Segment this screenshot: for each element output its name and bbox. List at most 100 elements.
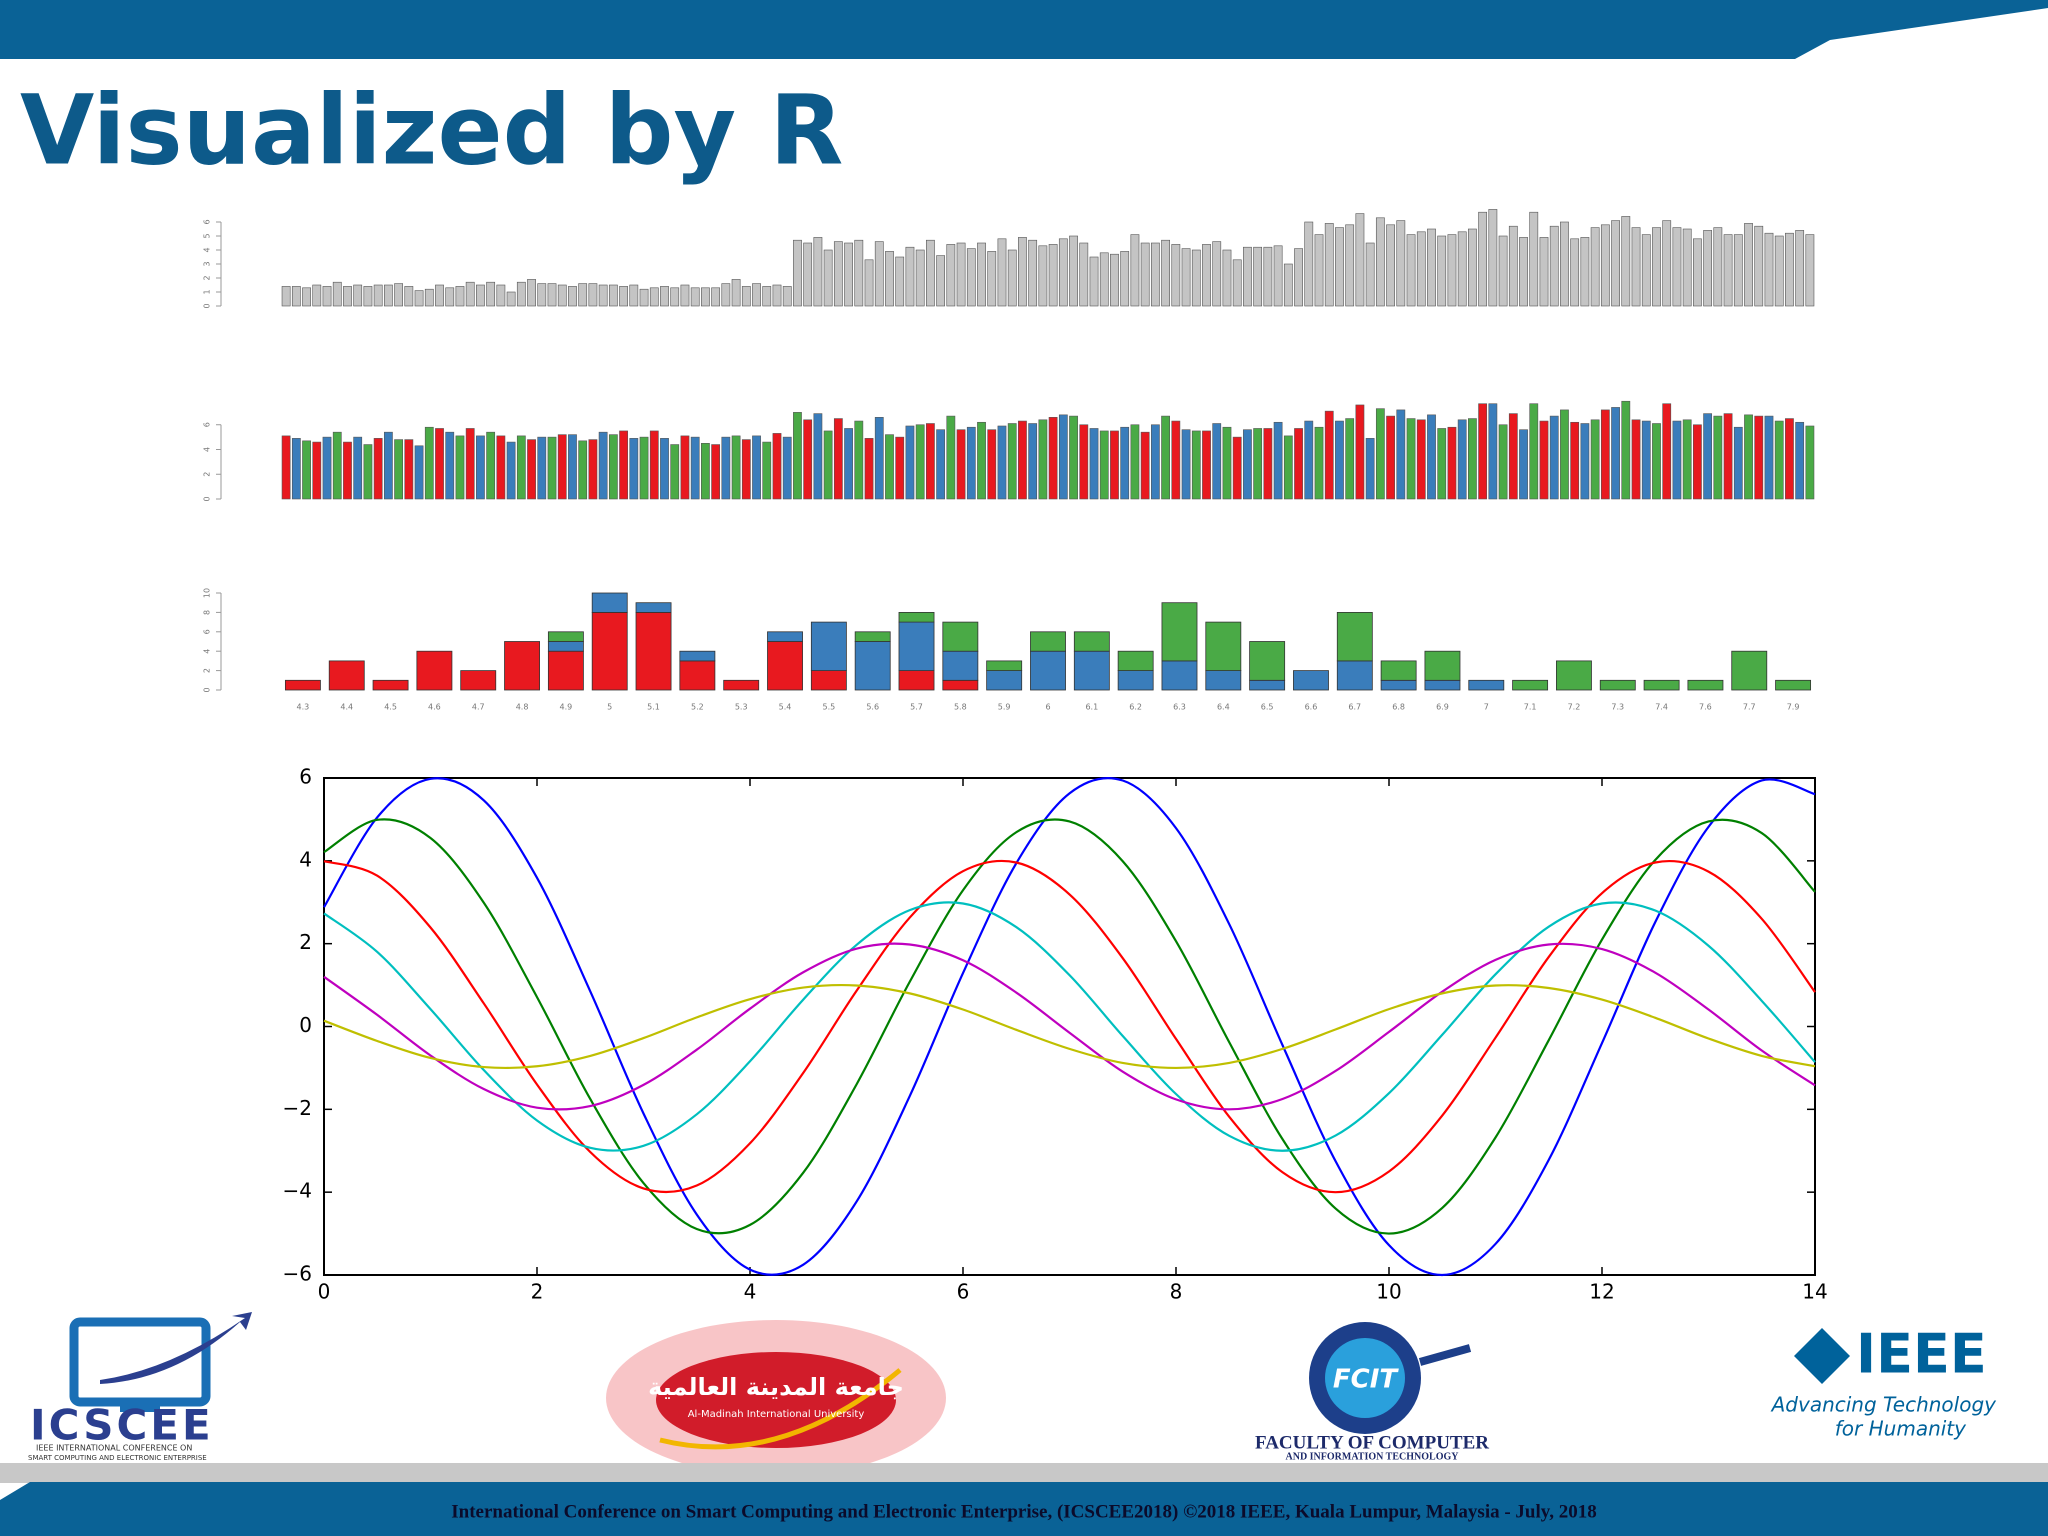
bar (435, 284, 444, 307)
bar (1406, 234, 1416, 307)
bar (874, 417, 884, 500)
line-series (323, 983, 1816, 1070)
bar (680, 435, 690, 500)
bar-segment (284, 679, 321, 691)
bar-segment (767, 631, 803, 642)
bar-segment (547, 631, 584, 642)
bar (1191, 249, 1201, 307)
bar (803, 419, 813, 500)
footer-text: International Conference on Smart Comput… (451, 1501, 1596, 1522)
x-tick-label: 4.6 (428, 703, 441, 712)
bar (537, 436, 547, 500)
y-tick-label: 2 (299, 930, 312, 954)
x-tick-label: 6.9 (1436, 703, 1449, 712)
bar (649, 430, 659, 500)
bar (424, 426, 434, 500)
bar (1672, 227, 1682, 307)
bar (373, 438, 383, 500)
bar (1089, 256, 1099, 307)
x-tick-label: 5.6 (866, 703, 879, 712)
bar (1590, 227, 1600, 307)
bar (741, 439, 751, 500)
bar (1478, 403, 1488, 500)
bar (1263, 246, 1273, 307)
bar (1641, 234, 1651, 307)
bar (465, 428, 475, 500)
y-tick-label: 6 (203, 219, 212, 224)
bar (1621, 216, 1631, 307)
x-tick-label: 12 (1589, 1280, 1614, 1304)
footer-band (0, 1463, 2048, 1483)
bar (1232, 436, 1242, 500)
bar (322, 286, 332, 307)
bar-segment (1161, 602, 1198, 662)
bar (1345, 224, 1355, 307)
x-tick-label: 5 (607, 703, 612, 712)
x-tick-label: 7.1 (1524, 703, 1537, 712)
bar (946, 244, 956, 307)
line-series (323, 942, 1816, 1111)
bar (1396, 220, 1406, 307)
bar (1314, 234, 1324, 307)
bar (956, 242, 966, 307)
bar (905, 246, 915, 307)
bar (1457, 419, 1467, 500)
bar (1396, 409, 1406, 500)
x-tick-label: 6 (1045, 703, 1050, 712)
y-tick-label: 0 (203, 687, 212, 692)
bar (588, 439, 598, 500)
bar (782, 286, 792, 307)
bar-segment (1249, 641, 1286, 681)
bar (1723, 413, 1733, 500)
x-tick-label: 8 (1170, 1280, 1183, 1304)
bar (516, 435, 526, 500)
bar (1355, 404, 1365, 500)
bar (619, 286, 628, 307)
bar-segment (1117, 670, 1154, 691)
bar (926, 423, 935, 500)
y-tick-label: 4 (299, 847, 312, 871)
bar (1703, 413, 1713, 500)
bar (762, 286, 772, 307)
bar-segment (1336, 660, 1373, 691)
bar (353, 284, 363, 307)
bar (649, 287, 659, 307)
bar (772, 433, 782, 500)
bar (1120, 251, 1130, 307)
bar (1600, 224, 1610, 307)
bar (1263, 428, 1273, 500)
bar (1058, 414, 1068, 500)
bar (1018, 237, 1027, 307)
y-tick-label: 6 (203, 422, 212, 427)
bar (424, 288, 434, 307)
bar-segment (1599, 679, 1636, 691)
bar (1774, 235, 1784, 307)
bar (977, 421, 986, 500)
bar (823, 249, 833, 307)
line-series (323, 777, 1816, 1277)
y-tick-label: 5 (203, 233, 212, 238)
x-tick-label: 4.7 (472, 703, 485, 712)
bar (1243, 246, 1252, 307)
x-tick-label: 5.9 (998, 703, 1011, 712)
bar (660, 438, 669, 500)
bar (711, 287, 721, 307)
bar (1007, 249, 1017, 307)
bar (476, 435, 485, 500)
bar (1662, 403, 1672, 500)
bar-segment (1205, 670, 1242, 691)
footer-bar (0, 1482, 2048, 1536)
bar (1386, 224, 1395, 307)
bar-segment (810, 621, 847, 671)
bar (1099, 252, 1109, 307)
bar (363, 444, 373, 500)
bar (1335, 420, 1344, 500)
bar (1028, 239, 1038, 307)
bar-segment (1512, 679, 1549, 691)
bar (1171, 420, 1181, 500)
bar-segment (416, 650, 453, 691)
bar (1744, 414, 1753, 500)
bar (741, 286, 751, 307)
bar (885, 434, 894, 500)
bar (1140, 431, 1150, 500)
